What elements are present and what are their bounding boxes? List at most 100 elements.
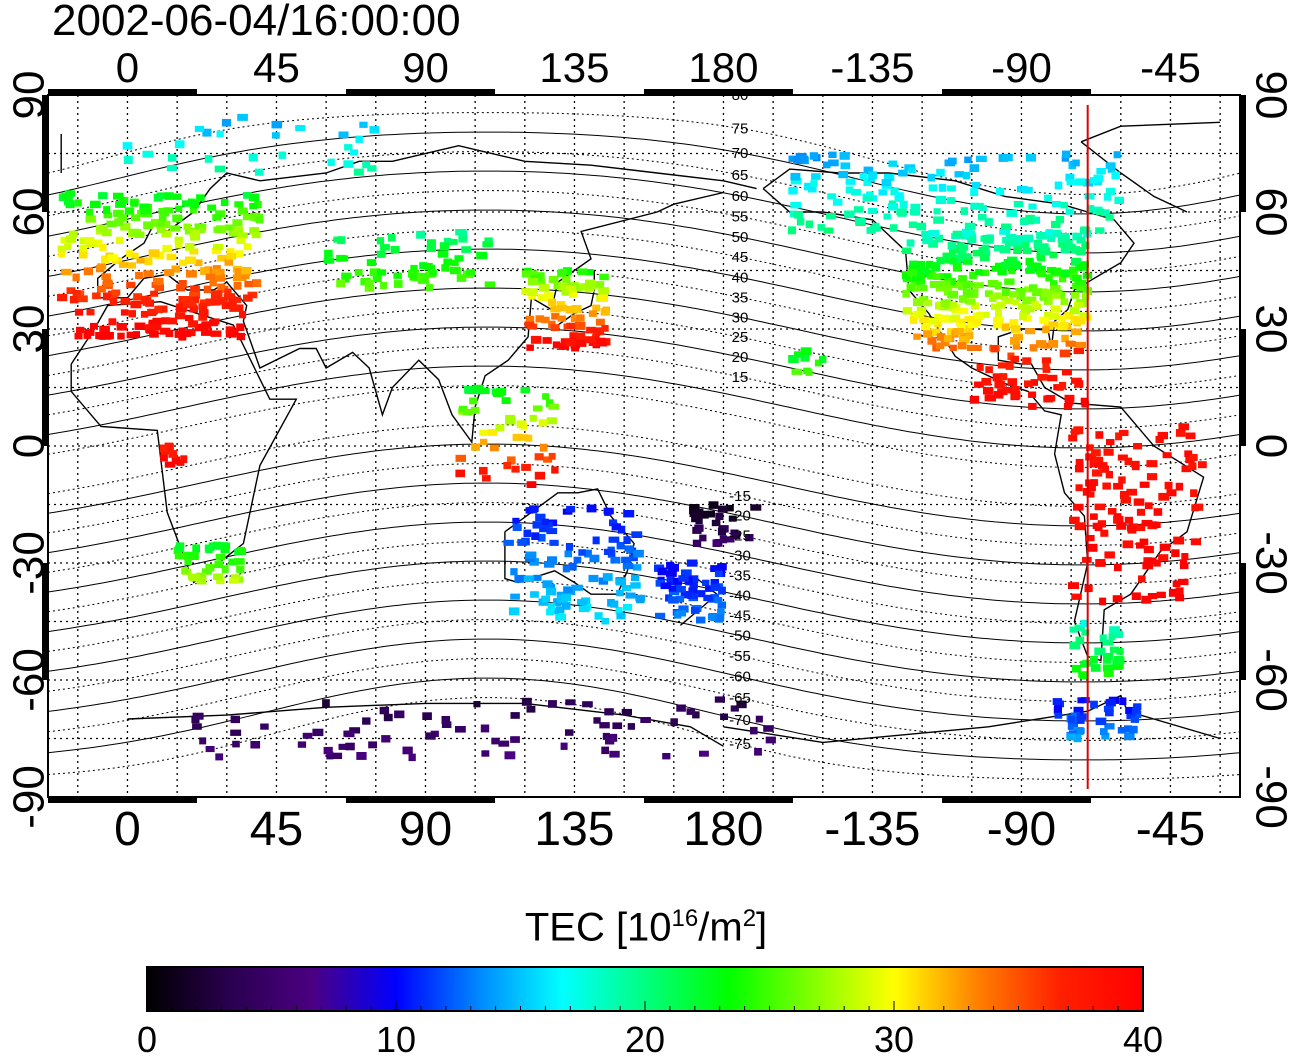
tec-cell	[710, 583, 721, 591]
tec-cell	[426, 284, 434, 291]
tec-cell	[224, 224, 235, 231]
tec-cell	[548, 275, 559, 283]
tec-cell	[231, 574, 241, 581]
tec-cell	[1069, 266, 1078, 274]
tec-cell	[1198, 461, 1207, 469]
tec-cell	[487, 429, 498, 436]
tec-cell	[595, 318, 605, 326]
latitude-label-right: 30	[1246, 305, 1292, 354]
tec-cell	[725, 536, 735, 543]
tec-cell	[322, 699, 330, 708]
tec-cell	[1065, 173, 1075, 182]
tec-cell	[119, 261, 128, 268]
tec-cell	[149, 330, 159, 338]
colorbar-tick-label: 10	[376, 1019, 416, 1057]
tec-cell	[949, 301, 957, 309]
tec-cell	[530, 591, 539, 598]
tec-cell	[800, 347, 812, 356]
tec-cell	[99, 325, 110, 334]
tec-cell	[353, 168, 364, 176]
tec-cell	[527, 278, 539, 286]
tec-cell	[952, 230, 964, 239]
tec-cell	[714, 570, 723, 578]
tec-cell	[143, 221, 154, 230]
tec-cell	[539, 443, 548, 452]
tec-cell	[368, 741, 377, 749]
tec-cell	[242, 213, 252, 221]
tec-cell	[196, 194, 205, 202]
tec-cell	[1059, 381, 1067, 390]
tec-cell	[919, 296, 929, 303]
tec-cell	[1105, 162, 1116, 169]
tec-cell	[817, 224, 825, 231]
tec-cell	[232, 740, 240, 748]
tec-cell	[888, 160, 898, 167]
tec-cell	[657, 567, 667, 576]
tec-cell	[845, 186, 854, 194]
tec-cell	[699, 534, 707, 542]
tec-cell	[668, 596, 679, 604]
tec-cell	[214, 165, 226, 173]
tec-cell	[552, 341, 561, 349]
tec-cell	[1095, 717, 1107, 726]
tec-cell	[944, 273, 952, 282]
tec-cell	[949, 344, 957, 351]
tec-cell	[1081, 241, 1090, 250]
tec-cell	[973, 344, 982, 351]
tec-cell	[1032, 288, 1042, 297]
tec-cell	[542, 393, 550, 400]
tec-cell	[66, 287, 76, 294]
tec-cell	[97, 263, 107, 270]
tec-cell	[676, 704, 686, 712]
tec-cell	[578, 549, 586, 556]
tec-cell	[980, 254, 990, 262]
tec-cell	[640, 717, 651, 723]
tec-cell	[1072, 159, 1080, 167]
tec-cell	[754, 748, 762, 756]
tec-cell	[1111, 171, 1120, 180]
tec-cell	[455, 469, 465, 478]
tec-cell	[1052, 698, 1063, 705]
tec-cell	[233, 282, 242, 290]
tec-cell	[922, 236, 933, 245]
tec-cell	[1114, 196, 1124, 204]
tec-cell	[793, 156, 804, 164]
colorbar-title-close: ]	[756, 905, 768, 950]
longitude-label-bottom: -45	[1136, 803, 1205, 856]
tec-cell	[1089, 655, 1098, 664]
tec-cell	[341, 272, 352, 279]
tec-cell	[344, 144, 353, 151]
tec-cell	[1108, 633, 1116, 641]
tec-cell	[180, 455, 188, 464]
tec-cell	[229, 304, 240, 312]
tec-cell	[220, 199, 229, 207]
frame-bar-left	[42, 329, 48, 446]
tec-cell	[537, 294, 549, 301]
tec-cell	[524, 434, 533, 442]
tec-cell	[957, 248, 967, 256]
tec-cell	[1008, 291, 1019, 298]
tec-cell	[569, 332, 579, 340]
tec-cell	[1147, 557, 1157, 564]
tec-cell	[927, 336, 937, 345]
tec-cell	[521, 270, 531, 278]
tec-cell	[1051, 292, 1061, 299]
tec-cell	[323, 257, 335, 264]
tec-cell	[1072, 232, 1083, 241]
tec-cell	[461, 246, 472, 253]
tec-cell	[1071, 257, 1082, 266]
tec-cell	[736, 700, 747, 709]
tec-cell	[1001, 323, 1010, 331]
tec-cell	[153, 277, 164, 286]
tec-cell	[609, 519, 618, 527]
tec-cell	[586, 326, 596, 334]
tec-cell	[148, 319, 159, 328]
tec-cell	[113, 192, 124, 200]
tec-cell	[913, 310, 925, 319]
tec-cell	[1139, 538, 1149, 546]
tec-cell	[1122, 540, 1134, 549]
tec-cell	[179, 259, 187, 266]
tec-cell	[970, 302, 980, 310]
tec-cell	[1077, 263, 1088, 271]
tec-cell	[455, 726, 466, 733]
